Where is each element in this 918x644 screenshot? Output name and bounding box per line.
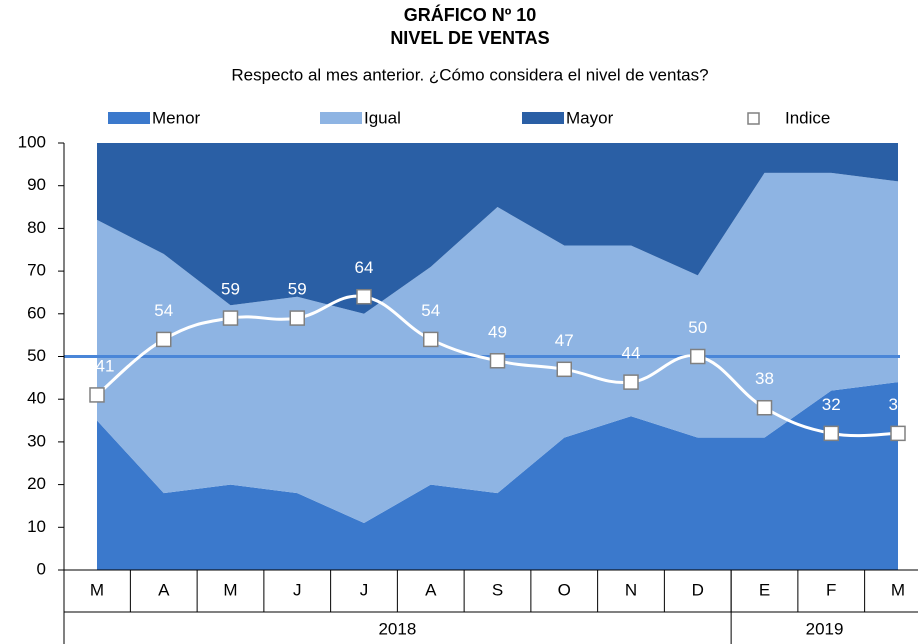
index-marker	[89, 387, 105, 403]
value-label: 49	[488, 322, 507, 341]
legend-label: Mayor	[566, 108, 614, 127]
area	[97, 172, 898, 524]
value-label: 59	[288, 280, 307, 299]
value-label: 38	[755, 369, 774, 388]
index-marker	[556, 361, 572, 378]
index-marker	[823, 425, 839, 442]
y-tick-label: 90	[27, 175, 46, 194]
value-label: 54	[421, 301, 440, 320]
x-tick-label: A	[158, 580, 170, 599]
y-tick-label: 0	[37, 559, 46, 578]
legend-swatch	[108, 112, 150, 124]
y-tick-label: 50	[27, 346, 46, 365]
value-label: 41	[96, 356, 115, 375]
value-label: 47	[555, 331, 574, 350]
x-tick-label: N	[625, 580, 637, 599]
value-label: 50	[688, 318, 707, 337]
x-tick-label: J	[360, 580, 369, 599]
y-tick-label: 100	[18, 132, 46, 151]
group-label: 2019	[806, 619, 844, 638]
area	[97, 382, 898, 570]
y-tick-label: 70	[27, 261, 46, 280]
area	[97, 143, 898, 314]
value-label: 32	[822, 395, 841, 414]
x-tick-label: M	[90, 580, 104, 599]
x-tick-label: O	[558, 580, 571, 599]
y-tick-label: 80	[27, 218, 46, 237]
group-label: 2018	[378, 619, 416, 638]
index-marker	[356, 288, 372, 305]
y-tick-label: 30	[27, 431, 46, 450]
index-marker	[623, 374, 639, 390]
index-marker	[690, 348, 706, 365]
y-tick-label: 10	[27, 517, 46, 536]
chart-title: GRÁFICO Nº 10	[404, 4, 537, 25]
x-tick-label: S	[492, 580, 503, 599]
chart-subtitle: NIVEL DE VENTAS	[390, 28, 549, 48]
x-tick-label: M	[891, 580, 905, 599]
legend-swatch	[320, 112, 362, 124]
legend-label: Indice	[785, 108, 830, 127]
index-marker	[489, 353, 506, 369]
legend-swatch	[747, 112, 760, 125]
y-tick-label: 40	[27, 389, 46, 408]
chart-description: Respecto al mes anterior. ¿Cómo consider…	[231, 65, 708, 84]
x-tick-label: D	[692, 580, 704, 599]
index-marker	[156, 331, 172, 348]
legend-swatch	[522, 112, 564, 124]
x-tick-label: E	[759, 580, 770, 599]
y-tick-label: 20	[27, 474, 46, 493]
index-marker	[222, 310, 239, 326]
index-marker	[890, 425, 906, 442]
legend-label: Igual	[364, 108, 401, 127]
value-label: 54	[154, 301, 173, 320]
x-tick-label: F	[826, 580, 836, 599]
y-tick-label: 60	[27, 303, 46, 322]
index-marker	[756, 399, 773, 416]
value-label: 64	[355, 258, 374, 277]
x-tick-label: J	[293, 580, 302, 599]
index-marker	[289, 310, 305, 326]
value-label: 59	[221, 280, 240, 299]
value-label: 44	[622, 344, 641, 363]
index-marker	[423, 331, 439, 348]
x-tick-label: A	[425, 580, 437, 599]
value-label: 32	[889, 395, 908, 414]
legend-label: Menor	[152, 108, 201, 127]
x-tick-label: M	[223, 580, 237, 599]
